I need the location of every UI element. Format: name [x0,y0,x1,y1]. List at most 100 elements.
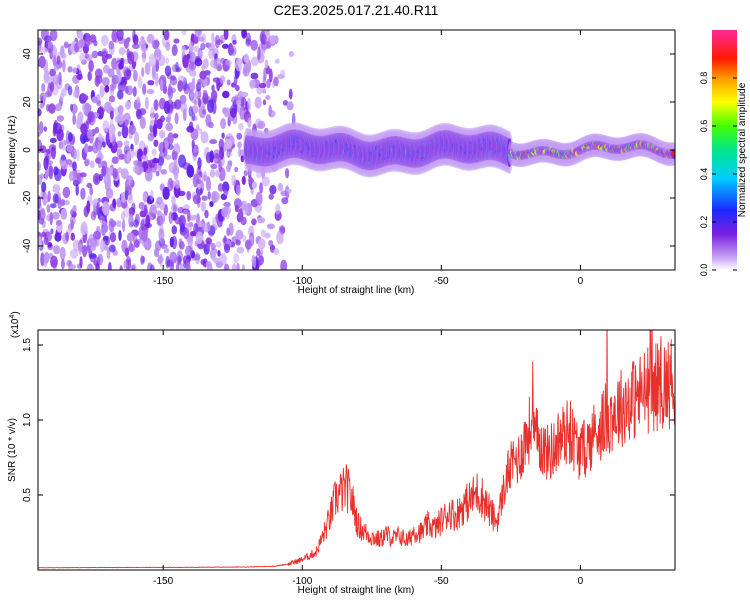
spectrogram-cell [177,190,186,197]
spectrogram-cell [55,103,62,112]
colorbar-tick-label: 0.6 [699,120,709,133]
spectrogram-cell [124,247,130,257]
spectrogram-cell [53,121,58,134]
spectrogram-cell [209,169,216,178]
spectrogram-cell [273,76,279,87]
spectrogram-cell [60,208,68,220]
spectrogram-cell [89,237,98,248]
spectrogram-cell [212,158,219,164]
spectrogram-cell [48,165,54,180]
spectrogram-cell [231,263,237,270]
snr-x-axis-label: Height of straight line (km) [298,585,415,596]
snr-panel: -150 -100 -50 0 0.5 1.0 1.5 Height of straigh… [7,311,676,596]
spectrogram-cell [144,168,153,182]
spectrogram-cell [171,203,179,213]
spectrogram-cell [70,249,78,259]
spectrogram-cell [64,199,70,206]
spectrogram-cell [164,65,172,77]
spectrogram-cell [60,92,64,102]
spectrogram-cell [105,102,111,114]
spectrogram-cell [47,241,53,248]
spectrogram-cell [66,158,72,166]
spectrogram-cell [132,165,140,174]
spectrogram-cell [77,172,81,179]
spectrogram-cell [93,40,98,47]
spectrogram-cell [224,138,232,150]
spectrogram-cell [266,223,275,230]
spectrogram-cell [79,256,83,269]
spectrogram-cell [167,143,174,150]
spectrogram-cell [41,83,46,92]
spectrogram-cell [150,106,155,120]
spectrogram-cell [141,42,147,53]
spectrogram-y-ticks: -40 -20 0 20 40 [22,48,675,253]
spectrogram-cell [277,73,285,79]
x-tick-label: -50 [434,576,449,587]
spectrogram-cell [288,51,294,57]
snr-frame [37,329,676,571]
spectrogram-cell [228,222,234,236]
spectrogram-cell [222,181,230,193]
spectrogram-cell [134,239,140,248]
spectrogram-cell [217,250,221,257]
spectrogram-cell [126,37,131,43]
spectrogram-cell [275,203,281,215]
spectrogram-cell [174,99,182,110]
spectrogram-cell [156,210,162,217]
spectrogram-cell [189,70,197,77]
spectrogram-region-1 [243,122,514,178]
spectrogram-cell [164,139,169,151]
spectrogram-cell [157,156,165,167]
spectrogram-cell [68,44,76,52]
spectrogram-cell [44,169,49,180]
spectrogram-cell [86,200,91,214]
spectrogram-cell [42,93,46,105]
spectrogram-cell [198,128,203,135]
spectrogram-cell [211,90,218,101]
snr-multiplier-close: ) [10,311,21,314]
spectrogram-cell [211,84,215,92]
spectrogram-cell [43,156,49,171]
spectrogram-cell [191,112,196,121]
spectrogram-cell [72,113,77,125]
spectrogram-cell [67,85,73,96]
snr-x-ticks: -150 -100 -50 0 [153,330,584,587]
spectrogram-cell [56,55,61,65]
spectrogram-cell [59,199,66,206]
spectrogram-cell [171,225,178,235]
spectrogram-cell [141,229,148,242]
spectrogram-cell [214,57,222,67]
spectrogram-cell [159,129,166,139]
spectrogram-cell [223,108,229,118]
spectrogram-cell [205,237,213,245]
spectrogram-cell [130,264,136,270]
spectrogram-cell [186,164,195,178]
spectrogram-cell [136,96,140,104]
y-tick-label: 0.5 [22,488,33,502]
spectrogram-cell [189,61,197,71]
spectrogram-cell [177,255,182,266]
spectrogram-cell [118,62,124,70]
spectrogram-cell [155,170,160,177]
spectrogram-cell [264,59,269,69]
x-tick-label: 0 [578,576,584,587]
spectrogram-cell [101,166,107,177]
spectrogram-cell [52,184,61,193]
spectrogram-cell [165,116,171,123]
spectrogram-cell [63,41,69,49]
spectrogram-cell [209,139,218,145]
spectrogram-cell [250,56,259,67]
spectrogram-cell [87,71,92,82]
x-tick-label: -50 [434,276,449,287]
spectrogram-cell [137,75,143,89]
spectrogram-cell [88,60,94,72]
spectrogram-cell [94,175,99,183]
spectrogram-cell [140,154,149,162]
spectrogram-cell [50,228,54,235]
spectrogram-cell [179,94,187,105]
spectrogram-cell [67,66,73,73]
spectrogram-cell [152,39,159,50]
spectrogram-cell [131,43,140,49]
spectrogram-cell [195,178,202,185]
spectrogram-cell [141,67,145,78]
